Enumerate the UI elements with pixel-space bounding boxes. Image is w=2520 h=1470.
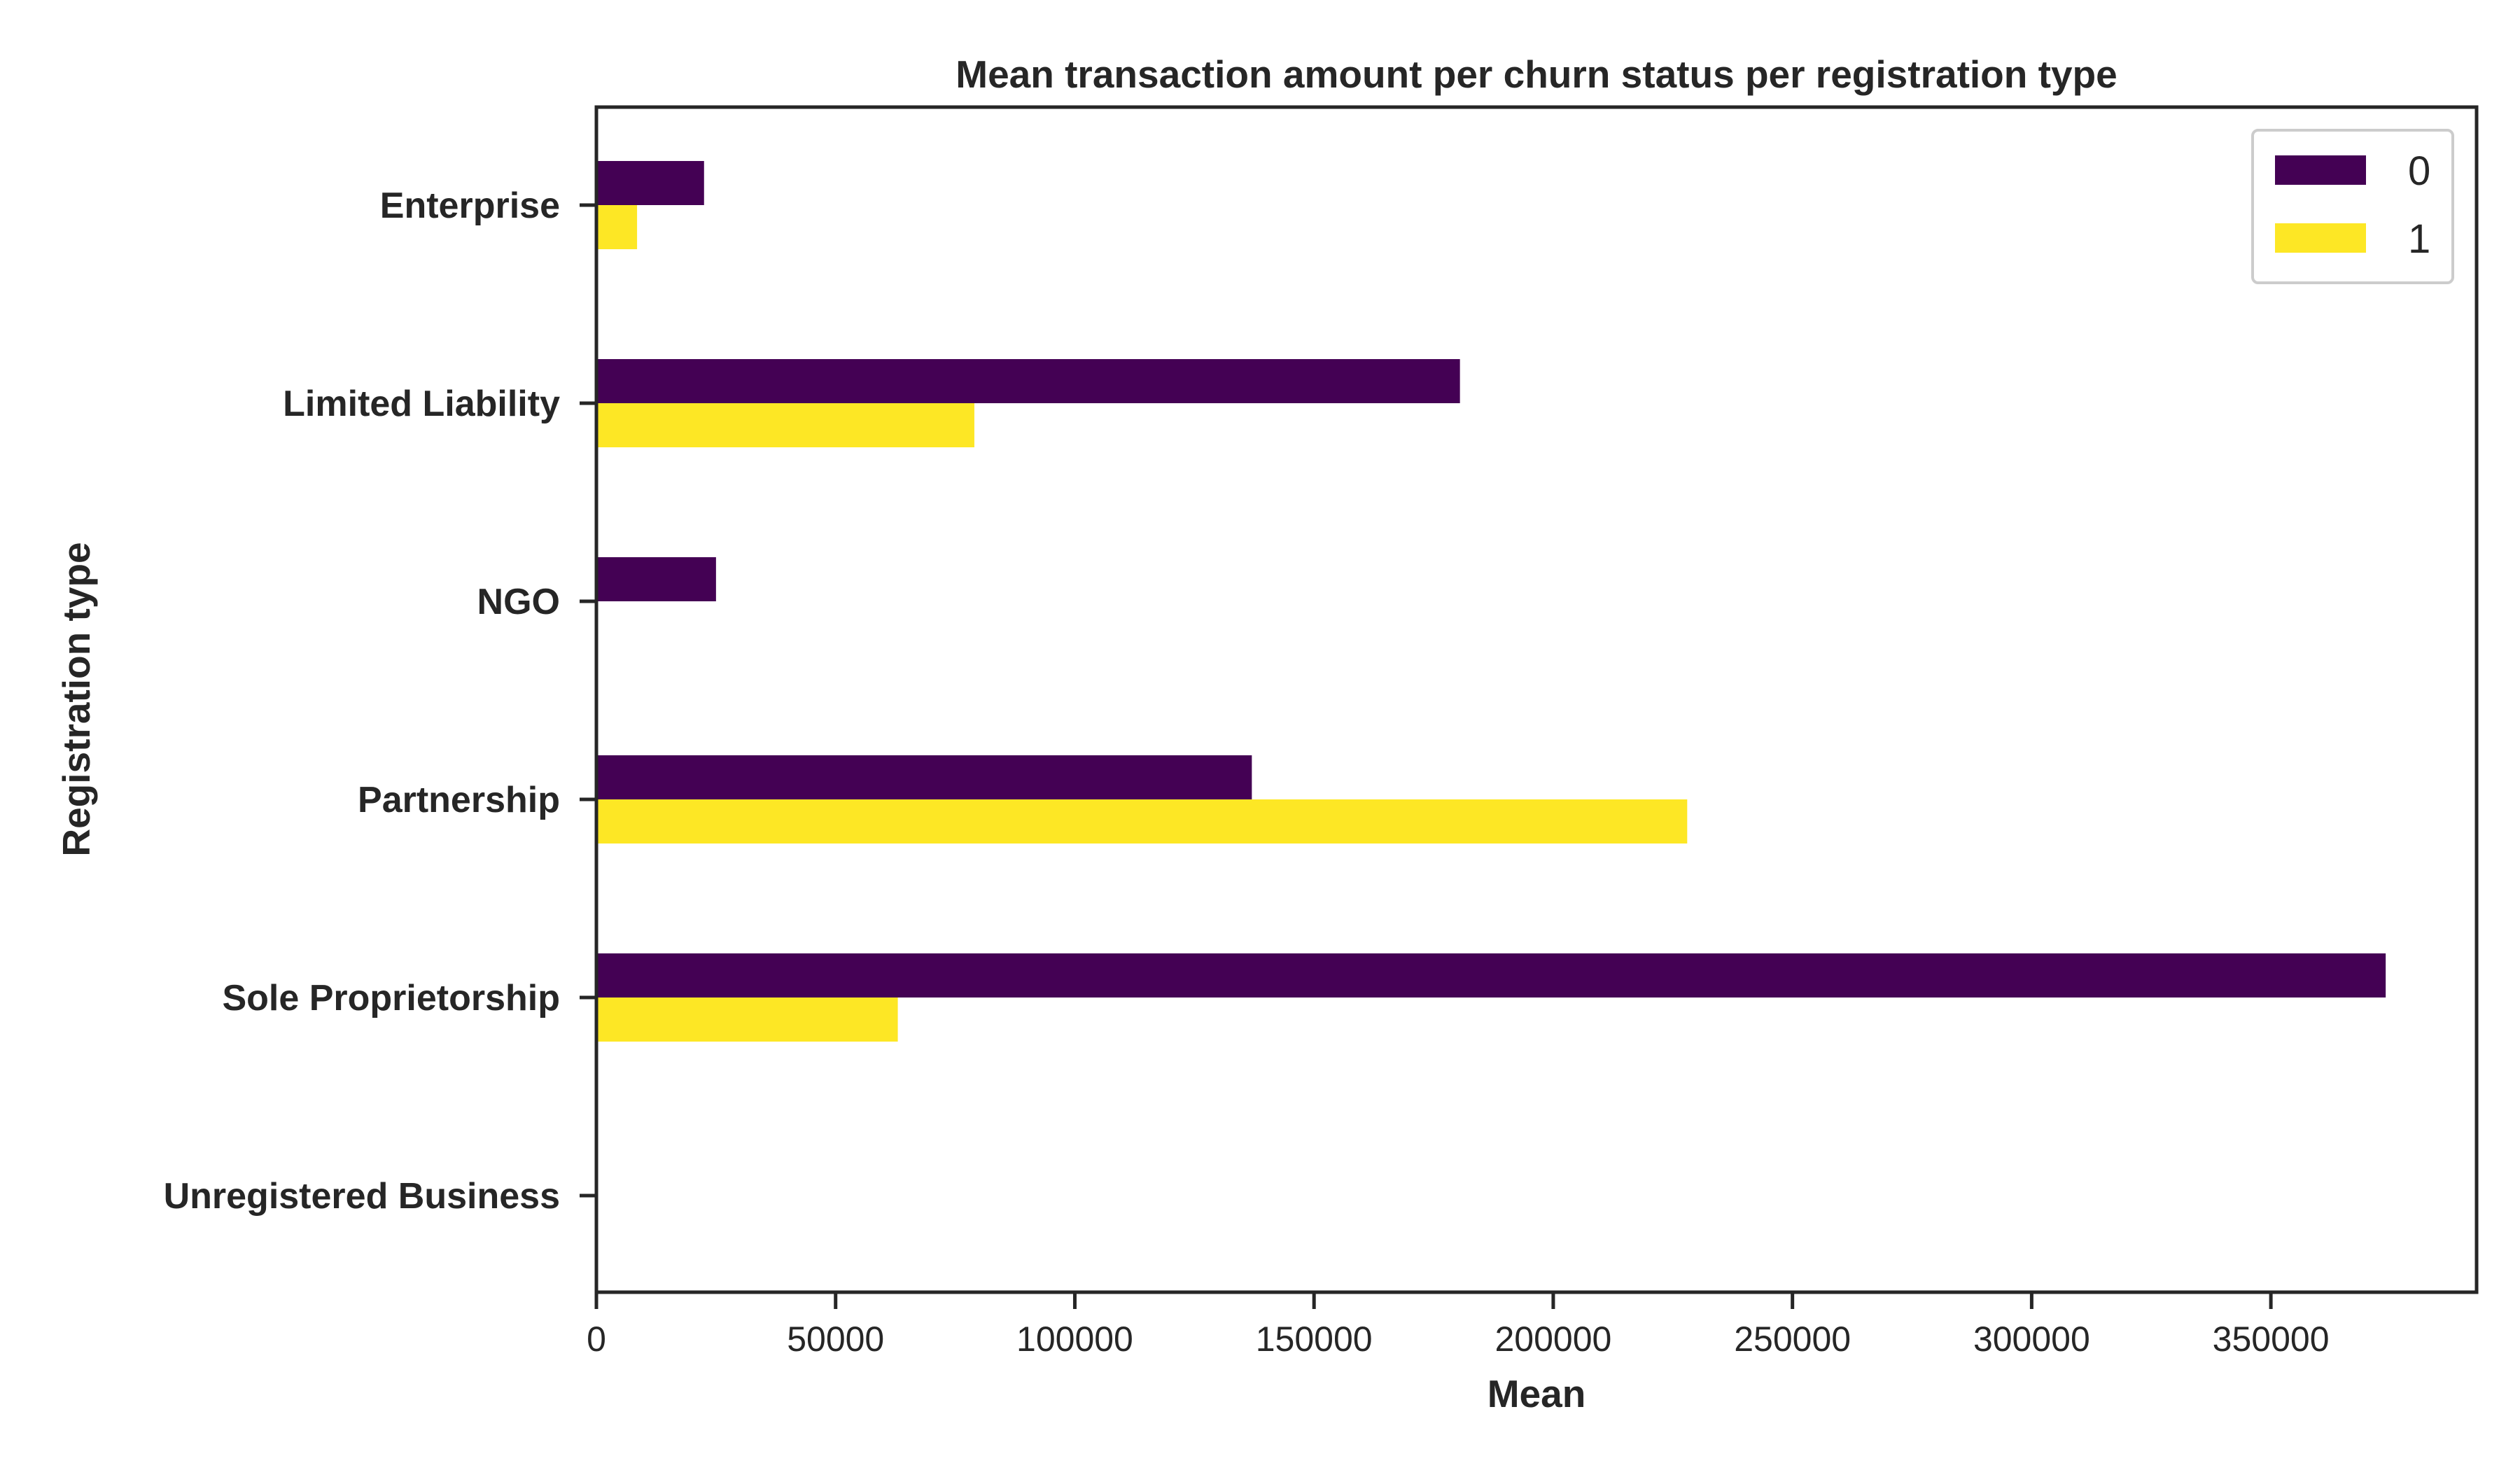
x-tick-label-300000: 300000 [1973, 1320, 2090, 1359]
bar-sole-proprietorship-series-1 [596, 997, 898, 1042]
y-tick-label-ngo: NGO [477, 582, 560, 622]
bar-limited-liability-series-0 [596, 359, 1460, 403]
y-tick-label-sole-proprietorship: Sole Proprietorship [222, 978, 560, 1018]
y-tick-label-enterprise: Enterprise [380, 186, 560, 226]
x-axis-label: Mean [1488, 1372, 1586, 1415]
bar-partnership-series-0 [596, 755, 1252, 799]
bar-sole-proprietorship-series-0 [596, 953, 2386, 997]
x-axis-ticks: 0 50000 100000 150000 200000 250000 300000 3500… [587, 1292, 2330, 1359]
bar-limited-liability-series-1 [596, 403, 974, 447]
legend-label-0: 0 [2408, 148, 2430, 194]
legend-swatch-0 [2275, 155, 2366, 185]
y-axis-ticks: Enterprise Limited Liability NGO Partnershi… [164, 186, 596, 1217]
y-tick-label-partnership: Partnership [358, 780, 560, 820]
y-axis-label: Registration type [55, 542, 98, 856]
bars-layer [596, 161, 2386, 1042]
x-tick-label-0: 0 [587, 1320, 606, 1359]
y-tick-label-unregistered-business: Unregistered Business [164, 1176, 560, 1217]
x-tick-label-250000: 250000 [1734, 1320, 1851, 1359]
y-tick-label-limited-liability: Limited Liability [283, 384, 560, 424]
plot-frame [594, 105, 2479, 1294]
x-tick-label-350000: 350000 [2213, 1320, 2330, 1359]
legend-label-1: 1 [2408, 216, 2430, 262]
bar-enterprise-series-0 [596, 161, 704, 205]
x-tick-label-100000: 100000 [1016, 1320, 1133, 1359]
x-tick-label-150000: 150000 [1256, 1320, 1373, 1359]
bar-enterprise-series-1 [596, 205, 638, 249]
x-tick-label-200000: 200000 [1494, 1320, 1611, 1359]
legend: 01 [2251, 129, 2454, 284]
legend-swatch-1 [2275, 223, 2366, 253]
bar-ngo-series-0 [596, 557, 716, 601]
bar-partnership-series-1 [596, 799, 1688, 844]
chart-title: Mean transaction amount per churn status… [955, 52, 2117, 96]
x-tick-label-50000: 50000 [787, 1320, 884, 1359]
